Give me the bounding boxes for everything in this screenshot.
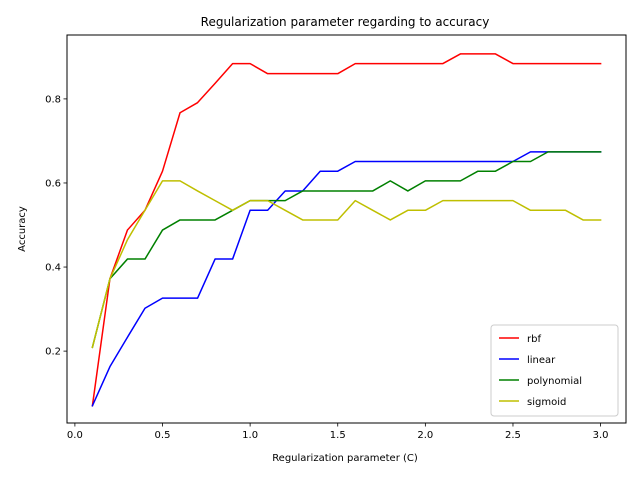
series-line-polynomial	[91, 151, 602, 349]
x-tick-label: 3.0	[593, 430, 609, 441]
x-tick-label: 1.0	[242, 430, 258, 441]
legend-label-polynomial: polynomial	[527, 376, 582, 387]
legend-label-rbf: rbf	[527, 334, 541, 345]
y-tick-label: 0.6	[45, 178, 61, 189]
y-tick-label: 0.2	[45, 347, 61, 358]
x-tick-label: 2.5	[505, 430, 521, 441]
series-line-sigmoid	[91, 180, 602, 349]
x-tick-label: 0.5	[155, 430, 171, 441]
legend-label-linear: linear	[527, 355, 556, 366]
x-axis-title: Regularization parameter (C)	[272, 453, 418, 464]
series-line-linear	[91, 151, 602, 407]
y-tick-label: 0.8	[45, 94, 61, 105]
series-line-rbf	[91, 53, 602, 407]
x-tick-label: 0.0	[67, 430, 83, 441]
legend-label-sigmoid: sigmoid	[527, 397, 566, 408]
plot-area	[91, 53, 602, 407]
axes-frame	[66, 34, 627, 424]
x-tick-label: 2.0	[417, 430, 433, 441]
legend: rbf linear polynomial sigmoid	[490, 324, 619, 417]
y-axis-title: Accuracy	[17, 206, 28, 252]
legend-box	[490, 324, 619, 417]
x-tick-label: 1.5	[330, 430, 346, 441]
y-tick-label: 0.4	[45, 263, 61, 274]
x-axis: 0.0 0.5 1.0 1.5 2.0 2.5 3.0	[67, 423, 609, 441]
y-axis: 0.2 0.4 0.6 0.8	[45, 94, 67, 358]
chart-title: Regularization parameter regarding to ac…	[201, 15, 490, 29]
